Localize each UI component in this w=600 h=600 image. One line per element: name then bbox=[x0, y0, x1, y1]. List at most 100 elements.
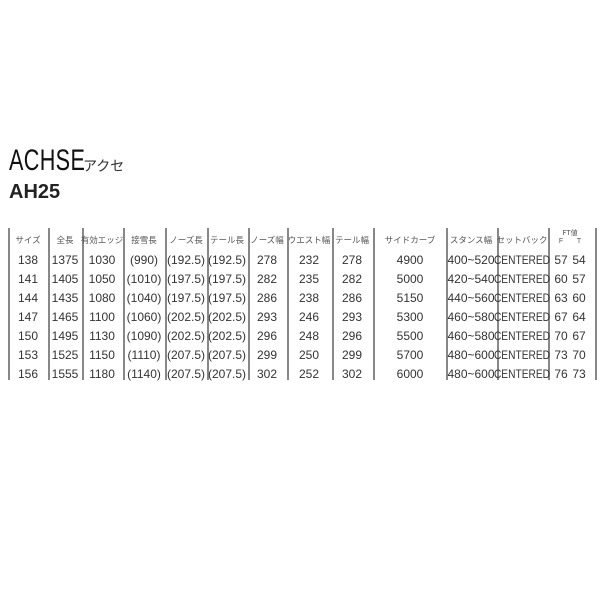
table-cell: (202.5) bbox=[207, 310, 247, 324]
table-cell: 153 bbox=[17, 348, 39, 362]
table-cell: 299 bbox=[256, 348, 278, 362]
table-cell: CENTERED bbox=[493, 367, 551, 381]
table-cell: 440~560 bbox=[447, 291, 495, 305]
table-cell: 1150 bbox=[89, 348, 115, 362]
table-cell: 1525 bbox=[51, 348, 79, 362]
table-cell: 57 bbox=[572, 272, 586, 286]
table-cell: 420~540 bbox=[447, 272, 495, 286]
ft-subheader: T bbox=[576, 238, 582, 245]
table-cell: (197.5) bbox=[166, 291, 206, 305]
column-header: ウエスト幅 bbox=[287, 236, 331, 246]
table-cell: (1010) bbox=[126, 272, 162, 286]
table-cell: 64 bbox=[572, 310, 586, 324]
table-cell: 6000 bbox=[396, 367, 424, 381]
table-cell: 138 bbox=[17, 253, 39, 267]
table-cell: 63 bbox=[554, 291, 568, 305]
table-cell: 238 bbox=[298, 291, 320, 305]
table-cell: 480~600 bbox=[447, 367, 495, 381]
table-cell: 248 bbox=[298, 329, 320, 343]
table-cell: (207.5) bbox=[207, 348, 247, 362]
table-cell: (197.5) bbox=[207, 291, 247, 305]
table-cell: 250 bbox=[298, 348, 320, 362]
column-divider bbox=[548, 228, 550, 380]
column-divider bbox=[446, 228, 448, 380]
column-header: 全長 bbox=[56, 236, 74, 246]
table-cell: 5700 bbox=[396, 348, 424, 362]
table-cell: 252 bbox=[298, 367, 320, 381]
column-divider bbox=[332, 228, 334, 380]
table-cell: 1050 bbox=[88, 272, 116, 286]
table-cell: (192.5) bbox=[166, 253, 206, 267]
table-cell: 141 bbox=[17, 272, 39, 286]
column-divider bbox=[165, 228, 167, 380]
table-cell: 302 bbox=[256, 367, 278, 381]
product-title-kana: アクセ bbox=[83, 159, 125, 175]
table-cell: 278 bbox=[256, 253, 278, 267]
table-cell: (207.5) bbox=[166, 348, 206, 362]
table-cell: 60 bbox=[572, 291, 586, 305]
table-cell: 296 bbox=[256, 329, 278, 343]
column-header: ノーズ長 bbox=[169, 236, 203, 246]
table-cell: CENTERED bbox=[493, 253, 551, 267]
table-cell: 70 bbox=[554, 329, 568, 343]
table-cell: 1405 bbox=[51, 272, 79, 286]
column-divider bbox=[287, 228, 289, 380]
table-cell: 286 bbox=[341, 291, 363, 305]
table-cell: 232 bbox=[298, 253, 320, 267]
table-cell: (202.5) bbox=[166, 329, 206, 343]
column-header: テール長 bbox=[209, 236, 245, 246]
column-header: テール幅 bbox=[334, 236, 370, 246]
table-cell: 67 bbox=[554, 310, 568, 324]
column-header: ノーズ幅 bbox=[250, 236, 284, 246]
table-cell: 1555 bbox=[51, 367, 79, 381]
table-cell: 67 bbox=[572, 329, 586, 343]
table-cell: CENTERED bbox=[493, 272, 551, 286]
column-header: セットバック bbox=[496, 236, 548, 246]
table-cell: (207.5) bbox=[207, 367, 247, 381]
table-cell: 400~520 bbox=[447, 253, 495, 267]
table-cell: CENTERED bbox=[493, 291, 551, 305]
table-cell: 5300 bbox=[396, 310, 424, 324]
table-cell: CENTERED bbox=[493, 329, 551, 343]
table-cell: 1030 bbox=[88, 253, 116, 267]
table-cell: 1130 bbox=[89, 329, 115, 343]
column-divider bbox=[8, 228, 10, 380]
table-cell: 60 bbox=[554, 272, 568, 286]
table-cell: 293 bbox=[256, 310, 278, 324]
table-cell: CENTERED bbox=[493, 348, 551, 362]
table-cell: 76 bbox=[554, 367, 568, 381]
table-cell: 1465 bbox=[51, 310, 79, 324]
table-cell: 4900 bbox=[396, 253, 424, 267]
table-cell: 1100 bbox=[89, 310, 115, 324]
table-cell: 302 bbox=[341, 367, 363, 381]
table-cell: 460~580 bbox=[447, 310, 495, 324]
column-divider bbox=[373, 228, 375, 380]
table-cell: (990) bbox=[129, 253, 159, 267]
column-header: サイドカーブ bbox=[384, 236, 436, 246]
table-cell: 150 bbox=[17, 329, 39, 343]
column-header: FT値 bbox=[562, 229, 578, 237]
table-cell: 278 bbox=[341, 253, 363, 267]
table-cell: 1180 bbox=[89, 367, 115, 381]
table-cell: (192.5) bbox=[207, 253, 247, 267]
table-cell: (197.5) bbox=[166, 272, 206, 286]
table-cell: 296 bbox=[341, 329, 363, 343]
table-cell: 5150 bbox=[396, 291, 424, 305]
product-title: ACHSE bbox=[9, 144, 86, 177]
table-cell: 286 bbox=[256, 291, 278, 305]
table-cell: 147 bbox=[17, 310, 39, 324]
table-cell: 73 bbox=[572, 367, 586, 381]
table-cell: 57 bbox=[554, 253, 568, 267]
table-cell: 480~600 bbox=[447, 348, 495, 362]
table-cell: (202.5) bbox=[207, 329, 247, 343]
table-cell: 246 bbox=[298, 310, 320, 324]
column-divider bbox=[82, 228, 84, 380]
column-header: スタンス幅 bbox=[449, 236, 493, 246]
column-header: 接雪長 bbox=[131, 236, 157, 246]
table-cell: (1110) bbox=[127, 348, 161, 362]
table-cell: 5500 bbox=[396, 329, 424, 343]
table-cell: 73 bbox=[554, 348, 568, 362]
table-cell: 5000 bbox=[396, 272, 424, 286]
column-divider bbox=[497, 228, 499, 380]
column-divider bbox=[48, 228, 50, 380]
